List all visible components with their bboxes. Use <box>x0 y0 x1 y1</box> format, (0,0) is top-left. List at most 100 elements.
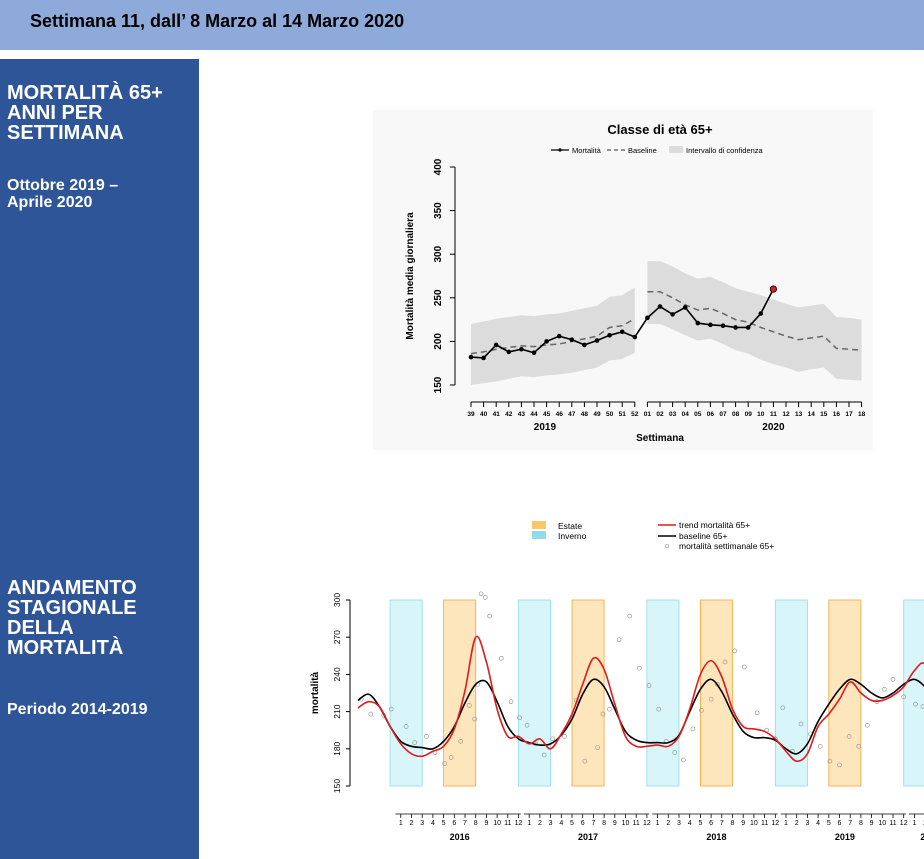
x-tick-label: 4 <box>688 820 692 827</box>
x-tick-label: 2 <box>538 820 542 827</box>
winter-band <box>389 599 423 787</box>
x-tick-label: 11 <box>633 820 640 827</box>
mortality-point <box>506 349 512 355</box>
x-tick-label: 43 <box>518 411 526 418</box>
x-tick-label: 8 <box>474 820 478 827</box>
x-tick-label: 9 <box>613 820 617 827</box>
legend-mortality-marker <box>558 148 562 152</box>
legend-summer-swatch <box>532 521 546 529</box>
x-tick-label: 1 <box>399 820 403 827</box>
weekly-point <box>798 721 804 727</box>
weekly-point <box>616 637 622 643</box>
x-tick-label: 39 <box>467 411 475 418</box>
legend-winter-swatch <box>532 531 546 539</box>
legend-summer-label: Estate <box>558 521 582 531</box>
weekly-point <box>680 757 686 763</box>
x-tick-label: 10 <box>750 820 758 827</box>
section-subtitle-line-2: Aprile 2020 <box>7 194 93 211</box>
x-tick-label: 8 <box>602 820 606 827</box>
weekly-point <box>722 659 728 665</box>
weekly-point <box>487 613 492 619</box>
x-tick-label: 18 <box>858 411 866 418</box>
x-tick-label: 4 <box>431 820 435 827</box>
y-tick-label: 350 <box>433 202 444 219</box>
winter-band <box>518 599 551 787</box>
weekly-point <box>741 664 747 670</box>
y-tick-label: 240 <box>332 667 342 681</box>
x-tick-label: 3 <box>805 820 809 827</box>
x-tick-label: 8 <box>731 820 735 827</box>
sidebar-section-weekly-mortality: MORTALITÀ 65+ ANNI PER SETTIMANA Ottobre… <box>0 59 199 490</box>
legend-winter-label: Inverno <box>558 531 587 541</box>
x-tick-label: 1 <box>784 820 788 827</box>
x-tick-label: 12 <box>643 820 651 827</box>
baseline-line <box>357 678 924 755</box>
mortality-point <box>531 350 537 356</box>
section-title-line-2: ANNI PER <box>7 102 103 124</box>
mortality-point <box>582 342 587 348</box>
mortality-point <box>594 338 600 343</box>
y-tick-label: 200 <box>433 333 444 350</box>
weekly-point <box>368 711 374 717</box>
x-tick-label: 2 <box>666 820 670 827</box>
mortality-point <box>544 339 549 344</box>
x-tick-label: 51 <box>619 411 627 418</box>
mortality-point <box>468 354 474 360</box>
legend-weekly-label: mortalità settimanale 65+ <box>679 541 774 551</box>
x-tick-label: 5 <box>570 820 574 827</box>
y-tick-label: 250 <box>433 289 444 306</box>
weekly-point <box>627 613 633 619</box>
y-tick-label: 300 <box>332 593 342 607</box>
weekly-point <box>517 715 522 721</box>
year-label-2018: 2018 <box>706 832 726 842</box>
weekly-point <box>541 752 547 758</box>
x-tick-label: 4 <box>559 820 563 827</box>
x-tick-label: 1 <box>527 820 531 827</box>
legend-mortality-label: Mortalità <box>572 146 602 155</box>
x-tick-label: 45 <box>543 411 551 418</box>
mortality-point <box>708 322 713 328</box>
section-title-line-1: MORTALITÀ 65+ <box>7 82 163 104</box>
x-tick-label: 11 <box>770 411 777 418</box>
x-tick-label: 15 <box>820 411 828 418</box>
weekly-point <box>388 706 394 712</box>
x-tick-label: 42 <box>505 411 513 418</box>
weekly-point <box>827 758 833 764</box>
weekly-point <box>817 743 823 749</box>
x-tick-label: 9 <box>741 820 745 827</box>
x-tick-label: 14 <box>808 411 816 418</box>
sidebar-section-seasonal-trend: ANDAMENTO STAGIONALE DELLA MORTALITÀ Per… <box>0 490 199 859</box>
x-tick-label: 02 <box>656 411 664 418</box>
weekly-point <box>780 705 786 711</box>
weekly-point <box>890 677 896 682</box>
mortality-point <box>670 312 675 317</box>
x-tick-label: 5 <box>827 820 831 827</box>
x-tick-label: 09 <box>745 411 753 418</box>
weekly-point <box>499 655 504 661</box>
x-tick-label: 10 <box>493 820 501 827</box>
weekly-point <box>482 595 488 600</box>
x-tick-label: 7 <box>720 820 724 827</box>
weekly-point <box>882 686 887 692</box>
x-tick-label: 16 <box>833 411 841 418</box>
weekly-point <box>600 711 606 717</box>
y-tick-label: 180 <box>332 741 342 755</box>
weekly-point <box>856 743 862 749</box>
weekly-point <box>442 761 448 767</box>
legend-ci-label: Intervallo di confidenza <box>686 146 764 155</box>
weekly-point <box>913 701 918 707</box>
x-tick-label: 4 <box>816 820 820 827</box>
mortality-point-highlight <box>769 285 777 293</box>
weekly-point <box>646 683 652 688</box>
mortality-point <box>720 323 726 329</box>
x-tick-label: 7 <box>591 820 595 827</box>
weekly-mortality-chart: Classe di età 65+ Mortalità Baseline Interv… <box>373 110 873 450</box>
weekly-point <box>424 734 429 739</box>
x-tick-label: 12 <box>515 820 523 827</box>
x-tick-label: 12 <box>900 820 908 827</box>
confidence-band-1 <box>471 287 635 385</box>
x-tick-label: 47 <box>568 411 576 418</box>
x-tick-label: 10 <box>757 411 765 418</box>
chart-title: Classe di età 65+ <box>607 122 713 137</box>
x-tick-label: 49 <box>593 411 601 418</box>
